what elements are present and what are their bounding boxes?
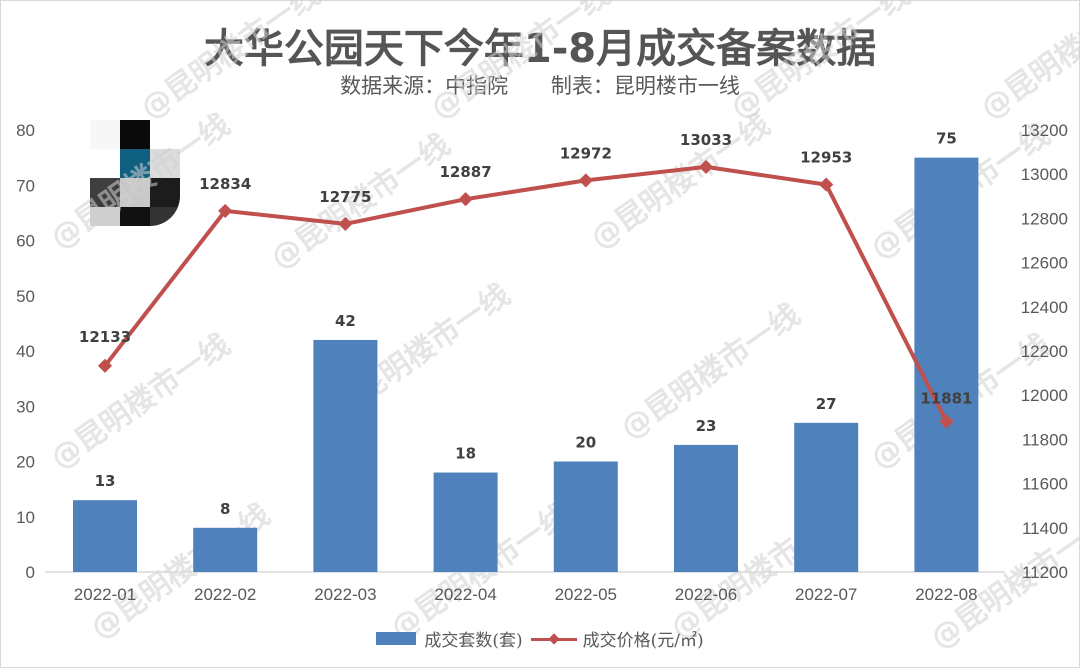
line-value-label: 12834 — [199, 175, 251, 193]
x-tick-label: 2022-03 — [314, 585, 376, 604]
left-tick-label: 60 — [16, 232, 35, 251]
chart-title: 大华公园天下今年1-8月成交备案数据 — [203, 26, 877, 72]
line-marker — [578, 173, 593, 188]
watermark-text: @昆明楼市一线 — [135, 0, 327, 127]
line-marker — [218, 203, 233, 218]
right-tick-label: 13000 — [1021, 165, 1068, 184]
left-axis: 0 10 20 30 40 50 60 70 80 — [16, 121, 35, 582]
bar-value-label: 8 — [220, 500, 230, 518]
watermark-text: @昆明楼市一线 — [975, 0, 1080, 127]
x-tick-label: 2022-06 — [675, 585, 737, 604]
right-tick-label: 11400 — [1022, 519, 1068, 538]
line-marker — [338, 216, 353, 231]
right-tick-label: 12400 — [1021, 298, 1068, 317]
line-value-label: 13033 — [680, 131, 732, 149]
bar — [553, 461, 618, 572]
right-axis: 11200 11400 11600 11800 12000 12200 12400 12600… — [1021, 121, 1068, 582]
watermark-text: @昆明楼市一线 — [725, 0, 917, 127]
bar-value-label: 42 — [335, 312, 356, 330]
line-value-label: 12775 — [319, 188, 371, 206]
x-axis: 2022-01 2022-02 2022-03 2022-04 2022-05 2022-… — [74, 585, 978, 604]
left-tick-label: 0 — [26, 563, 35, 582]
chart-subtitle: 数据来源：中指院 制表：昆明楼市一线 — [0, 70, 1080, 100]
line-marker — [819, 177, 834, 192]
legend: 成交套数(套) 成交价格(元/㎡) — [0, 626, 1080, 651]
right-tick-label: 12600 — [1021, 254, 1068, 273]
right-tick-label: 12800 — [1021, 209, 1068, 228]
left-tick-label: 10 — [16, 508, 35, 527]
x-tick-label: 2022-07 — [795, 585, 857, 604]
right-tick-label: 12000 — [1021, 386, 1068, 405]
pixelated-logo — [90, 120, 180, 226]
left-tick-label: 50 — [16, 287, 35, 306]
watermark-text: @昆明楼市一线 — [425, 0, 617, 127]
x-tick-label: 2022-01 — [74, 585, 136, 604]
line-marker — [97, 358, 113, 373]
x-tick-label: 2022-05 — [555, 585, 617, 604]
bar — [193, 527, 258, 572]
line-value-label: 12133 — [79, 328, 131, 346]
line-marker — [698, 159, 714, 174]
line-marker — [458, 192, 473, 207]
price-line — [103, 164, 949, 423]
x-tick-label: 2022-04 — [434, 585, 496, 604]
line-value-label: 12887 — [440, 163, 492, 181]
legend-line-label: 成交价格(元/㎡) — [582, 631, 704, 651]
legend-bar-swatch — [376, 632, 417, 645]
bar — [914, 157, 979, 572]
watermark-text: @昆明楼市一线 — [45, 327, 237, 476]
right-tick-label: 11800 — [1022, 430, 1068, 449]
line-value-label: 12972 — [560, 144, 612, 162]
right-tick-label: 12200 — [1021, 342, 1068, 361]
watermark-text: @昆明楼市一线 — [585, 107, 777, 256]
bar-value-label: 20 — [575, 434, 596, 452]
bar-value-label: 13 — [95, 472, 116, 490]
bar — [73, 500, 137, 572]
line-series: 12133 12834 12775 12887 12972 13033 12953 11881 — [79, 131, 972, 429]
legend-bar-label: 成交套数(套) — [424, 631, 523, 651]
right-tick-label: 11200 — [1022, 563, 1068, 582]
line-value-label: 12953 — [800, 149, 852, 167]
bar — [674, 444, 738, 572]
line-value-label: 11881 — [920, 389, 972, 407]
left-tick-label: 30 — [16, 397, 35, 416]
x-tick-label: 2022-08 — [915, 585, 977, 604]
right-tick-label: 11600 — [1022, 475, 1068, 494]
bar — [433, 472, 498, 572]
bar-series: 13 8 42 18 20 23 27 75 — [73, 130, 979, 572]
bar — [794, 422, 859, 572]
bar-value-label: 27 — [816, 395, 837, 413]
bar-value-label: 75 — [936, 130, 957, 148]
left-tick-label: 80 — [16, 121, 35, 140]
data-source: 数据来源：中指院 — [340, 74, 509, 98]
x-tick-label: 2022-02 — [194, 585, 256, 604]
bar-value-label: 18 — [455, 445, 476, 463]
bar — [313, 339, 378, 572]
left-tick-label: 70 — [16, 176, 35, 195]
chart-author: 制表：昆明楼市一线 — [550, 74, 740, 98]
legend-line-swatch — [530, 632, 577, 646]
left-tick-label: 40 — [16, 342, 35, 361]
left-tick-label: 20 — [16, 453, 35, 472]
bar-value-label: 23 — [696, 417, 717, 435]
right-tick-label: 13200 — [1021, 121, 1068, 140]
line-marker — [939, 414, 954, 429]
